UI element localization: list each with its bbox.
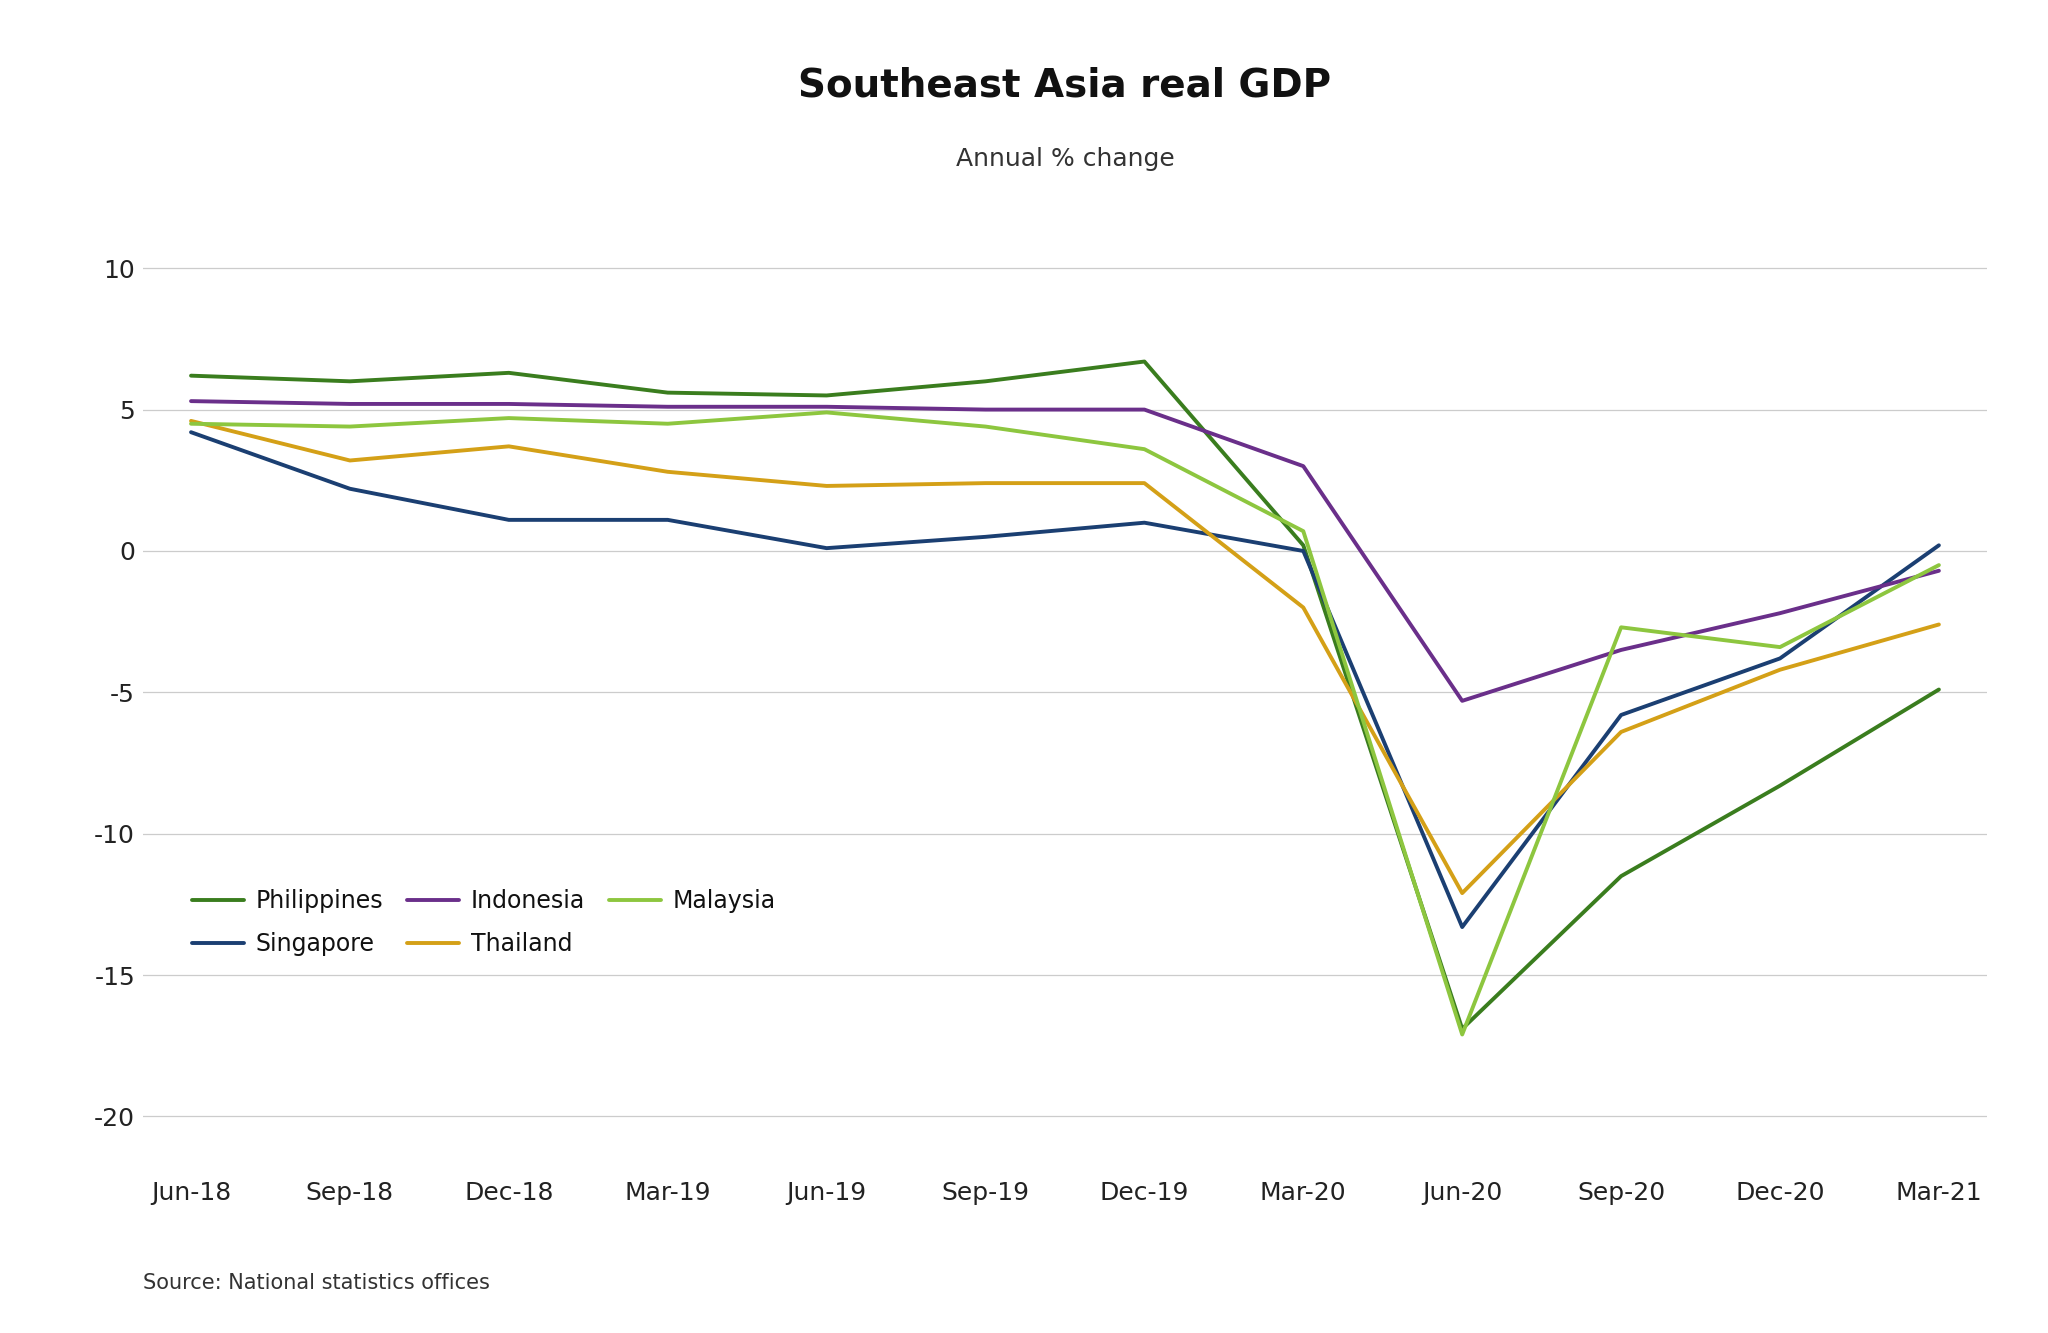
Singapore	[178, 424, 203, 440]
Philippines	[496, 365, 520, 381]
Singapore	[1610, 706, 1634, 722]
Thailand	[973, 475, 997, 491]
Thailand	[1450, 885, 1475, 901]
Thailand	[1767, 661, 1792, 677]
Philippines	[178, 368, 203, 384]
Line: Malaysia: Malaysia	[190, 412, 1939, 1034]
Line: Indonesia: Indonesia	[190, 401, 1939, 701]
Indonesia	[655, 399, 680, 415]
Malaysia	[815, 404, 840, 420]
Singapore	[815, 540, 840, 556]
Philippines	[815, 388, 840, 404]
Legend: Philippines, Singapore, Indonesia, Thailand, Malaysia: Philippines, Singapore, Indonesia, Thail…	[193, 889, 776, 956]
Indonesia	[178, 393, 203, 409]
Singapore	[1767, 651, 1792, 666]
Line: Thailand: Thailand	[190, 421, 1939, 893]
Thailand	[815, 479, 840, 495]
Malaysia	[1767, 639, 1792, 655]
Malaysia	[1290, 523, 1315, 539]
Singapore	[1927, 537, 1952, 553]
Thailand	[1927, 616, 1952, 632]
Philippines	[1450, 1021, 1475, 1037]
Text: Southeast Asia real GDP: Southeast Asia real GDP	[799, 67, 1331, 105]
Singapore	[338, 481, 362, 497]
Malaysia	[1927, 557, 1952, 573]
Singapore	[496, 512, 520, 528]
Thailand	[1290, 600, 1315, 616]
Thailand	[1610, 724, 1634, 740]
Indonesia	[1767, 605, 1792, 621]
Malaysia	[496, 411, 520, 427]
Malaysia	[338, 419, 362, 435]
Indonesia	[815, 399, 840, 415]
Singapore	[655, 512, 680, 528]
Thailand	[655, 464, 680, 480]
Philippines	[1767, 777, 1792, 793]
Philippines	[338, 373, 362, 389]
Malaysia	[178, 416, 203, 432]
Indonesia	[973, 401, 997, 417]
Thailand	[496, 439, 520, 455]
Singapore	[973, 529, 997, 545]
Text: Source: National statistics offices: Source: National statistics offices	[143, 1273, 489, 1293]
Malaysia	[1610, 620, 1634, 636]
Philippines	[973, 373, 997, 389]
Indonesia	[1290, 459, 1315, 475]
Malaysia	[973, 419, 997, 435]
Philippines	[1133, 353, 1157, 369]
Philippines	[1927, 681, 1952, 697]
Thailand	[338, 452, 362, 468]
Singapore	[1450, 918, 1475, 934]
Malaysia	[655, 416, 680, 432]
Line: Philippines: Philippines	[190, 361, 1939, 1029]
Indonesia	[1927, 563, 1952, 579]
Indonesia	[338, 396, 362, 412]
Philippines	[1610, 868, 1634, 884]
Thailand	[178, 413, 203, 429]
Singapore	[1133, 515, 1157, 531]
Thailand	[1133, 475, 1157, 491]
Singapore	[1290, 543, 1315, 559]
Malaysia	[1133, 441, 1157, 457]
Malaysia	[1450, 1026, 1475, 1042]
Indonesia	[1133, 401, 1157, 417]
Line: Singapore: Singapore	[190, 432, 1939, 926]
Text: Annual % change: Annual % change	[956, 147, 1174, 171]
Indonesia	[1610, 643, 1634, 659]
Indonesia	[1450, 693, 1475, 709]
Philippines	[1290, 537, 1315, 553]
Philippines	[655, 385, 680, 401]
Indonesia	[496, 396, 520, 412]
